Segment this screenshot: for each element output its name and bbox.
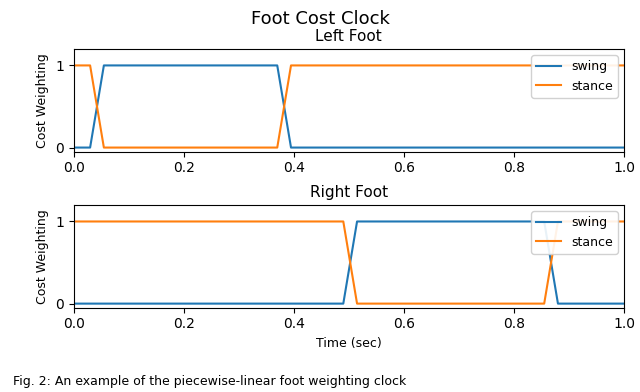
swing	[620, 145, 628, 150]
Title: Left Foot: Left Foot	[316, 29, 382, 44]
Title: Right Foot: Right Foot	[310, 185, 388, 200]
X-axis label: Time (sec): Time (sec)	[316, 337, 381, 350]
swing	[100, 63, 108, 68]
stance	[273, 145, 281, 150]
swing	[554, 301, 562, 306]
stance	[339, 219, 347, 224]
stance	[540, 301, 548, 306]
Legend: swing, stance: swing, stance	[531, 55, 618, 98]
Text: Fig. 2: An example of the piecewise-linear foot weighting clock: Fig. 2: An example of the piecewise-line…	[13, 375, 406, 388]
swing	[70, 145, 77, 150]
swing	[540, 219, 548, 224]
Legend: swing, stance: swing, stance	[531, 211, 618, 254]
swing	[301, 145, 308, 150]
swing	[568, 301, 575, 306]
Line: stance: stance	[74, 221, 624, 304]
swing	[86, 145, 94, 150]
swing	[273, 63, 281, 68]
stance	[287, 63, 295, 68]
stance	[86, 63, 94, 68]
stance	[70, 219, 77, 224]
Text: Foot Cost Clock: Foot Cost Clock	[251, 10, 389, 28]
stance	[100, 145, 108, 150]
stance	[70, 63, 77, 68]
stance	[568, 219, 575, 224]
stance	[620, 63, 628, 68]
swing	[620, 301, 628, 306]
stance	[620, 219, 628, 224]
stance	[353, 301, 361, 306]
Line: swing: swing	[74, 221, 624, 304]
Line: swing: swing	[74, 65, 624, 147]
swing	[353, 219, 361, 224]
swing	[70, 301, 77, 306]
Y-axis label: Cost Weighting: Cost Weighting	[36, 53, 49, 148]
swing	[339, 301, 347, 306]
Y-axis label: Cost Weighting: Cost Weighting	[36, 209, 49, 304]
swing	[287, 145, 295, 150]
Line: stance: stance	[74, 65, 624, 147]
stance	[301, 63, 308, 68]
stance	[554, 219, 562, 224]
